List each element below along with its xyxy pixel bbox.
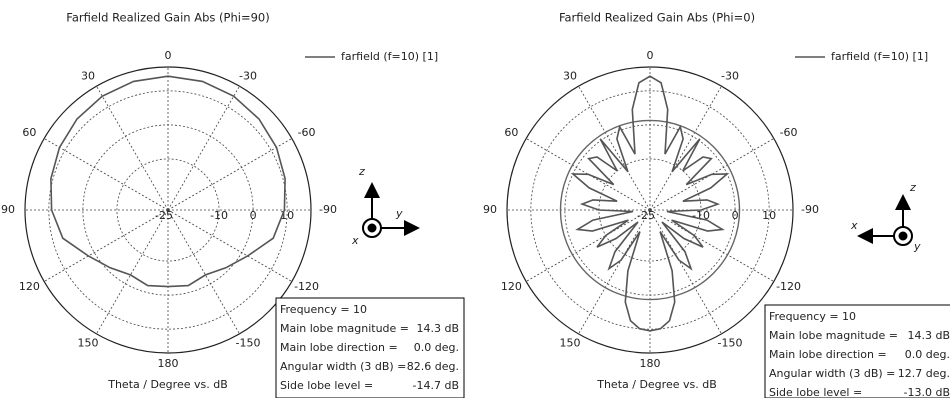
info-label: Main lobe magnitude =	[769, 329, 898, 342]
info-label: Main lobe magnitude =	[280, 322, 409, 335]
chart-title: Farfield Realized Gain Abs (Phi=90)	[66, 11, 269, 25]
angle-tick-label: 120	[501, 280, 522, 293]
info-label: Side lobe level =	[280, 379, 373, 392]
angle-grid-line	[96, 85, 169, 211]
info-label: Frequency = 10	[280, 303, 367, 316]
axis-glyph-label: x	[351, 234, 359, 247]
info-value: 12.7 deg.	[898, 367, 950, 380]
angle-tick-label: 30	[563, 70, 577, 83]
outer-ring	[24, 66, 312, 354]
angle-grid-line	[43, 209, 169, 282]
angle-tick-label: 0	[165, 49, 172, 62]
angle-grid-line	[649, 85, 722, 211]
info-label: Side lobe level =	[769, 386, 862, 398]
angle-tick-label: -30	[239, 70, 257, 83]
radial-tick-label: 10	[762, 209, 776, 222]
info-value: 14.3 dB	[907, 329, 950, 342]
angle-tick-label: -150	[236, 336, 261, 349]
radial-grid-circle	[530, 90, 770, 330]
angle-tick-label: -60	[298, 126, 316, 139]
legend-label: farfield (f=10) [1]	[341, 50, 438, 63]
axes-glyph-left	[362, 182, 420, 238]
angle-tick-label: -120	[776, 280, 801, 293]
info-label: Angular width (3 dB) =	[280, 360, 406, 373]
angle-grid-line	[96, 209, 169, 335]
info-box	[275, 297, 465, 398]
angle-tick-label: -90	[801, 203, 819, 216]
angle-tick-label: 30	[81, 70, 95, 83]
angle-tick-label: -120	[294, 280, 319, 293]
info-value: 14.3 dB	[416, 322, 459, 335]
sidelobe-circle	[559, 119, 741, 301]
pattern-curve	[50, 75, 286, 288]
pattern-curve	[570, 75, 730, 332]
angle-grid-line	[649, 209, 722, 335]
x-axis-title: Theta / Degree vs. dB	[107, 378, 228, 391]
info-value: 0.0 deg.	[905, 348, 950, 361]
angle-tick-label: -30	[721, 70, 739, 83]
legend-label: farfield (f=10) [1]	[831, 50, 928, 63]
angle-tick-label: 150	[78, 336, 99, 349]
radial-grid-circle	[564, 124, 736, 296]
info-value: -13.0 dB	[904, 386, 950, 398]
angle-grid-line	[167, 209, 240, 335]
radial-tick-label: -25	[637, 209, 655, 222]
info-label: Main lobe direction =	[769, 348, 887, 361]
info-box	[764, 304, 950, 398]
info-value: 0.0 deg.	[414, 341, 459, 354]
info-value: -14.7 dB	[413, 379, 460, 392]
axes-glyph-right	[857, 194, 913, 246]
angle-grid-line	[43, 138, 169, 211]
angle-grid-line	[578, 209, 651, 335]
info-label: Main lobe direction =	[280, 341, 398, 354]
angle-tick-label: 150	[560, 336, 581, 349]
angle-tick-label: 90	[1, 203, 15, 216]
angle-tick-label: 60	[504, 126, 518, 139]
axis-glyph-label: y	[913, 240, 921, 253]
angle-tick-label: 180	[158, 357, 179, 370]
radial-tick-label: 0	[732, 209, 739, 222]
radial-tick-label: -25	[155, 209, 173, 222]
angle-tick-label: -60	[780, 126, 798, 139]
radial-tick-label: -10	[692, 209, 710, 222]
radial-tick-label: -10	[210, 209, 228, 222]
info-value: 82.6 deg.	[407, 360, 459, 373]
radial-grid-circle	[116, 158, 220, 262]
chart-title: Farfield Realized Gain Abs (Phi=0)	[559, 11, 755, 25]
info-label: Frequency = 10	[769, 310, 856, 323]
angle-grid-line	[167, 85, 240, 211]
angle-tick-label: 0	[647, 49, 654, 62]
angle-tick-label: 180	[640, 357, 661, 370]
angle-grid-line	[167, 138, 293, 211]
info-label: Angular width (3 dB) =	[769, 367, 895, 380]
radial-grid-circle	[48, 90, 288, 330]
axis-glyph-label: y	[395, 207, 403, 220]
angle-tick-label: 120	[19, 280, 40, 293]
x-axis-title: Theta / Degree vs. dB	[596, 378, 717, 391]
outer-ring	[506, 66, 794, 354]
radial-grid-circle	[82, 124, 254, 296]
axis-glyph-label: x	[850, 219, 858, 232]
radial-tick-label: 0	[250, 209, 257, 222]
angle-tick-label: 60	[22, 126, 36, 139]
axis-glyph-label: z	[358, 165, 365, 178]
angle-grid-line	[167, 209, 293, 282]
angle-tick-label: -150	[718, 336, 743, 349]
axis-glyph-label: z	[909, 181, 916, 194]
angle-grid-line	[578, 85, 651, 211]
angle-tick-label: -90	[319, 203, 337, 216]
angle-tick-label: 90	[483, 203, 497, 216]
